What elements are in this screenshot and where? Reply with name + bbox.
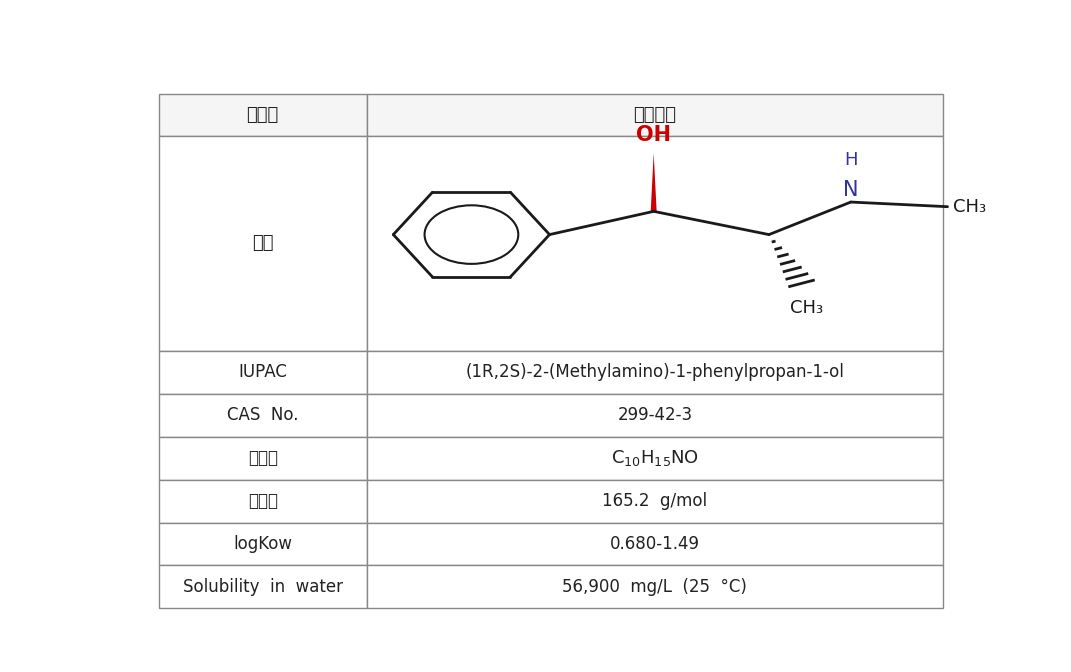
Text: 구조: 구조 — [252, 235, 273, 253]
Text: 56,900  mg/L  (25  °C): 56,900 mg/L (25 °C) — [562, 578, 748, 596]
Bar — [159, 565, 366, 608]
Bar — [159, 351, 366, 394]
Text: CH₃: CH₃ — [789, 299, 823, 317]
Bar — [366, 437, 944, 480]
Text: CH₃: CH₃ — [953, 198, 986, 216]
Bar — [159, 437, 366, 480]
Text: $\mathregular{C_{10}H_{15}NO}$: $\mathregular{C_{10}H_{15}NO}$ — [610, 448, 699, 468]
Text: 분자량: 분자량 — [247, 492, 277, 510]
Bar — [366, 523, 944, 565]
Bar — [159, 523, 366, 565]
Bar — [366, 480, 944, 523]
Bar — [159, 480, 366, 523]
Text: Solubility  in  water: Solubility in water — [183, 578, 343, 596]
Bar — [366, 394, 944, 437]
Bar — [159, 93, 366, 136]
Text: logKow: logKow — [233, 535, 292, 553]
Text: (1R,2S)-2-(Methylamino)-1-phenylpropan-1-ol: (1R,2S)-2-(Methylamino)-1-phenylpropan-1… — [466, 364, 844, 381]
Text: N: N — [843, 179, 859, 200]
Text: 165.2  g/mol: 165.2 g/mol — [602, 492, 708, 510]
Polygon shape — [651, 153, 657, 211]
Bar — [366, 136, 944, 351]
Bar — [366, 351, 944, 394]
Text: H: H — [844, 151, 858, 169]
Bar — [366, 565, 944, 608]
Bar — [159, 136, 366, 351]
Text: 299-42-3: 299-42-3 — [617, 406, 693, 424]
Text: 0.680-1.49: 0.680-1.49 — [609, 535, 699, 553]
Bar — [366, 93, 944, 136]
Bar — [159, 394, 366, 437]
Text: 에페드린: 에페드린 — [633, 106, 677, 124]
Text: 분자식: 분자식 — [247, 449, 277, 467]
Text: OH: OH — [636, 125, 672, 145]
Text: IUPAC: IUPAC — [238, 364, 287, 381]
Text: CAS  No.: CAS No. — [227, 406, 299, 424]
Text: 물질명: 물질명 — [246, 106, 278, 124]
